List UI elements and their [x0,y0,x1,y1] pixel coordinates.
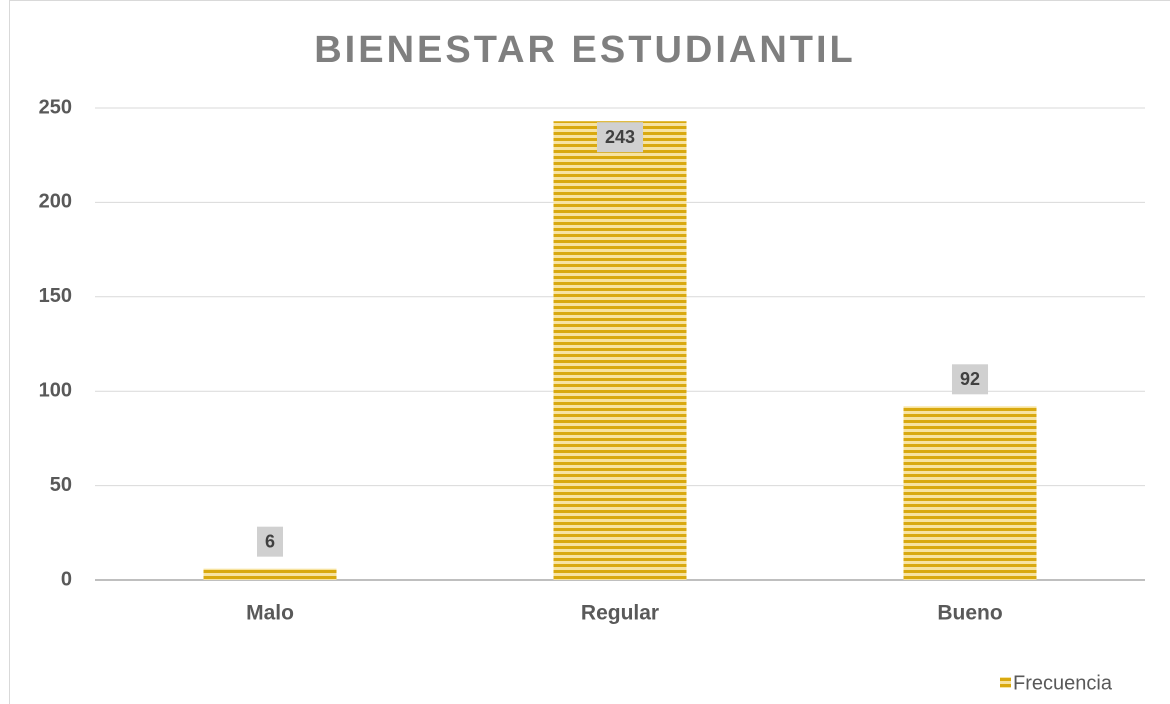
data-label-box [596,122,644,153]
y-tick-label: 100 [39,379,72,401]
x-tick-label: Malo [246,602,294,625]
chart-title: BIENESTAR ESTUDIANTIL [314,29,856,71]
data-label: 6 [265,531,275,551]
x-tick-label: Regular [581,602,659,625]
bar [903,406,1037,580]
y-tick-label: 0 [61,568,72,590]
data-label-box [951,364,989,395]
y-tick-label: 50 [50,474,72,496]
y-tick-label: 250 [39,96,72,118]
legend-label: Frecuencia [1013,672,1113,694]
x-tick-label: Bueno [937,602,1002,625]
data-label: 92 [960,369,980,389]
legend-swatch [1000,677,1011,688]
data-label-box [256,526,284,557]
data-label: 243 [605,127,635,147]
bar [203,568,337,580]
y-tick-label: 150 [39,285,72,307]
bar [553,121,687,580]
y-tick-label: 200 [39,191,72,213]
